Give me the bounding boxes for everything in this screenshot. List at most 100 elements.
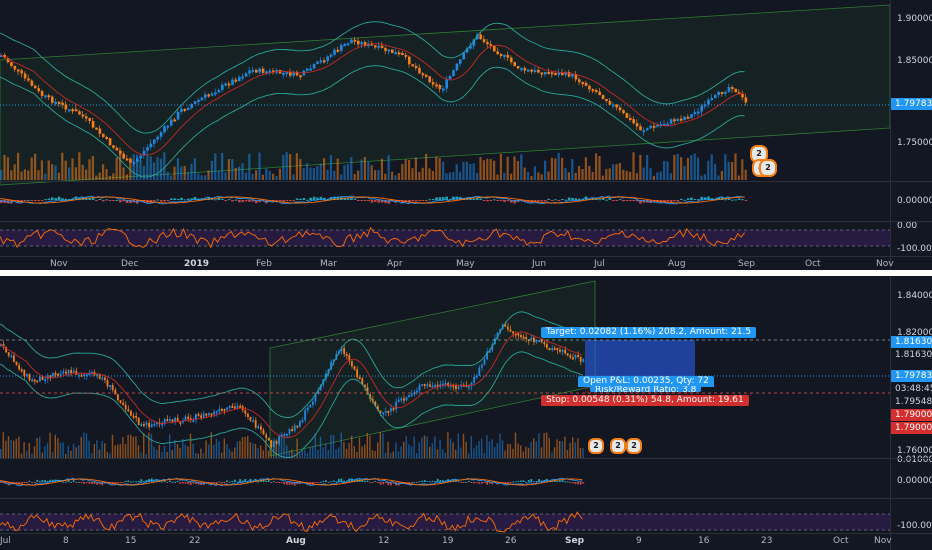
volume-bar bbox=[273, 447, 275, 458]
volume-bar bbox=[605, 168, 608, 180]
volume-bar bbox=[10, 170, 13, 180]
macd-histogram-bar bbox=[248, 200, 251, 202]
volume-bar bbox=[200, 448, 202, 458]
macd-histogram-bar bbox=[231, 200, 234, 202]
macd-histogram-bar bbox=[213, 482, 215, 483]
macd-histogram-bar bbox=[288, 482, 291, 485]
bottom-price-chart[interactable] bbox=[0, 276, 890, 550]
bottom-event-marker-1[interactable]: 2 bbox=[588, 438, 604, 454]
top-volume-macd-divider[interactable] bbox=[0, 181, 932, 182]
candle-body bbox=[23, 73, 27, 79]
candle-body bbox=[506, 54, 510, 58]
volume-bar bbox=[408, 444, 410, 458]
macd-histogram-bar bbox=[476, 197, 479, 200]
volume-bar bbox=[656, 172, 659, 180]
candle-body bbox=[455, 384, 457, 389]
macd-histogram-bar bbox=[411, 200, 414, 201]
macd-histogram-bar bbox=[343, 480, 345, 482]
position-risk-reward-label[interactable]: Risk/Reward Ratio: 3.8 bbox=[590, 386, 702, 392]
volume-bar bbox=[384, 452, 387, 458]
macd-histogram-bar bbox=[387, 482, 390, 486]
candle-body bbox=[44, 95, 47, 98]
macd-histogram-bar bbox=[509, 482, 512, 483]
candle-body bbox=[431, 385, 434, 388]
candle-body bbox=[452, 384, 455, 387]
candle-body bbox=[465, 384, 468, 387]
macd-histogram-bar bbox=[612, 200, 615, 201]
volume-bar bbox=[473, 448, 475, 458]
volume-bar bbox=[527, 447, 530, 458]
top-price-chart[interactable] bbox=[0, 0, 890, 270]
volume-bar bbox=[183, 165, 186, 180]
candle-body bbox=[567, 72, 571, 77]
volume-bar bbox=[436, 449, 439, 458]
bottom-chart-pane[interactable] bbox=[0, 276, 890, 550]
bottom-price-macd-divider[interactable] bbox=[0, 458, 932, 459]
top-price-axis[interactable] bbox=[890, 0, 932, 270]
macd-histogram-bar bbox=[124, 480, 127, 482]
volume-bar bbox=[207, 170, 210, 180]
candle-body bbox=[132, 415, 135, 418]
candle-body bbox=[663, 123, 666, 126]
candle-body bbox=[146, 147, 149, 151]
volume-bar bbox=[228, 449, 231, 458]
candle-body bbox=[122, 153, 125, 159]
candle-body bbox=[26, 374, 28, 377]
volume-bar bbox=[64, 160, 67, 180]
candle-body bbox=[139, 155, 142, 159]
volume-bar bbox=[377, 170, 380, 180]
top-chart-pane[interactable] bbox=[0, 0, 890, 270]
volume-bar bbox=[335, 449, 337, 458]
position-target-label[interactable]: Target: 0.02082 (1.16%) 208.2, Amount: 2… bbox=[541, 327, 757, 338]
candle-body bbox=[122, 402, 124, 405]
volume-bar bbox=[218, 441, 220, 458]
volume-bar bbox=[306, 452, 309, 458]
macd-histogram-bar bbox=[608, 197, 612, 200]
volume-bar bbox=[366, 432, 368, 458]
candle-body bbox=[510, 57, 513, 63]
macd-histogram-bar bbox=[234, 479, 236, 482]
macd-histogram-bar bbox=[554, 199, 557, 201]
macd-histogram-bar bbox=[278, 200, 282, 201]
chart-layout-divider[interactable] bbox=[0, 270, 932, 276]
macd-histogram-bar bbox=[119, 482, 122, 484]
volume-bar bbox=[132, 436, 134, 458]
macd-histogram-bar bbox=[421, 480, 423, 482]
volume-bar bbox=[213, 444, 215, 458]
volume-bar bbox=[350, 157, 353, 180]
candle-body bbox=[673, 119, 676, 122]
volume-bar bbox=[548, 438, 550, 458]
volume-bar bbox=[377, 442, 379, 458]
macd-histogram-bar bbox=[174, 481, 176, 483]
candle-body bbox=[340, 348, 343, 352]
volume-bar bbox=[174, 440, 176, 458]
candle-body bbox=[119, 400, 122, 403]
macd-histogram-bar bbox=[442, 197, 445, 200]
volume-bar bbox=[501, 440, 504, 458]
candle-body bbox=[520, 68, 523, 71]
candle-body bbox=[278, 436, 280, 445]
position-open-pl-label[interactable]: Open P&L: 0.00235, Qty: 72 bbox=[578, 376, 714, 387]
candle-body bbox=[159, 132, 163, 137]
top-macd-rsi-divider[interactable] bbox=[0, 221, 932, 222]
candle-body bbox=[96, 373, 98, 376]
macd-histogram-bar bbox=[574, 198, 578, 200]
top-event-marker-3[interactable]: 2 bbox=[759, 159, 777, 177]
bottom-event-marker-3[interactable]: 2 bbox=[626, 438, 642, 454]
volume-bar bbox=[499, 153, 502, 180]
macd-histogram-bar bbox=[234, 199, 238, 201]
volume-bar bbox=[31, 453, 33, 458]
volume-bar bbox=[208, 444, 210, 458]
candle-body bbox=[710, 97, 714, 100]
candle-body bbox=[143, 423, 145, 426]
bottom-event-marker-2[interactable]: 2 bbox=[610, 438, 626, 454]
macd-histogram-bar bbox=[431, 480, 434, 482]
volume-bar bbox=[486, 435, 488, 458]
macd-histogram-bar bbox=[26, 482, 28, 483]
bottom-macd-rsi-divider[interactable] bbox=[0, 498, 932, 499]
candle-body bbox=[207, 94, 210, 97]
macd-histogram-bar bbox=[251, 200, 255, 202]
position-stop-label[interactable]: Stop: 0.00548 (0.31%) 54.8, Amount: 19.6… bbox=[541, 395, 749, 406]
candle-body bbox=[223, 409, 226, 412]
macd-histogram-bar bbox=[227, 199, 231, 201]
